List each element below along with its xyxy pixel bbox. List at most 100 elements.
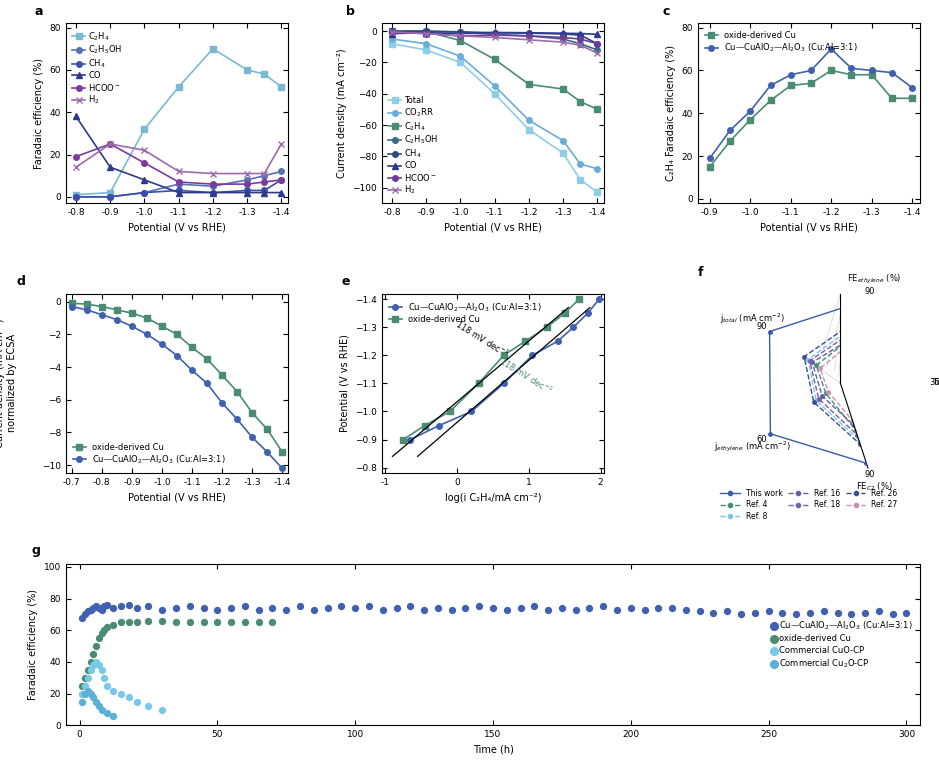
Cu—CuAlO$_2$—Al$_2$O$_3$ (Cu:Al=3:1) [66,302,77,311]
oxide-derived Cu [574,294,585,303]
oxide-derived Cu [196,616,211,629]
Cu—CuAlO$_2$—Al$_2$O$_3$ (Cu:Al=3:1) [238,600,253,612]
Cu—CuAlO$_2$—Al$_2$O$_3$ (Cu:Al=3:1) [334,600,349,612]
Cu—CuAlO$_2$—Al$_2$O$_3$ (Cu:Al=3:1) [500,604,515,616]
C$_2$H$_5$OH [258,171,269,180]
HCOO$^-$ [104,140,115,149]
Y-axis label: Faradaic efficiency (%): Faradaic efficiency (%) [34,58,44,168]
C$_2$H$_5$OH [104,192,115,201]
Cu—CuAlO$_2$—Al$_2$O$_3$ (Cu:Al=3:1) [141,330,152,339]
Commercial CuO-CP [80,672,95,684]
Cu—CuAlO$_2$—Al$_2$O$_3$ (Cu:Al=3:1) [623,602,639,615]
Cu—CuAlO$_2$—Al$_2$O$_3$ (Cu:Al=3:1) [806,66,817,75]
Cu—CuAlO$_2$—Al$_2$O$_3$ (Cu:Al=3:1) [568,604,583,616]
Cu—CuAlO$_2$—Al$_2$O$_3$ (Cu:Al=3:1) [251,604,266,616]
Cu—CuAlO$_2$—Al$_2$O$_3$ (Cu:Al=3:1) [866,66,877,75]
Cu—CuAlO$_2$—Al$_2$O$_3$ (Cu:Al=3:1) [155,604,170,616]
Line: oxide-derived Cu: oxide-derived Cu [69,300,285,455]
Cu—CuAlO$_2$—Al$_2$O$_3$ (Cu:Al=3:1) [83,604,98,616]
Line: Total: Total [389,41,600,195]
Cu—CuAlO$_2$—Al$_2$O$_3$ (Cu:Al=3:1) [747,607,762,619]
CH$_4$ [421,27,432,36]
Commercial Cu$_2$O-CP [85,690,100,703]
Commercial Cu$_2$O-CP [94,704,109,716]
oxide-derived Cu [97,624,112,636]
C$_2$H$_5$OH [421,27,432,36]
H$_2$ [173,167,184,176]
Text: 60: 60 [757,435,767,444]
Cu—CuAlO$_2$—Al$_2$O$_3$ (Cu:Al=3:1) [485,602,500,615]
oxide-derived Cu [825,66,837,75]
oxide-derived Cu [785,81,796,90]
Commercial Cu$_2$O-CP [83,687,98,700]
Cu—CuAlO$_2$—Al$_2$O$_3$ (Cu:Al=3:1) [857,607,872,619]
Cu—CuAlO$_2$—Al$_2$O$_3$ (Cu:Al=3:1) [595,600,610,612]
oxide-derived Cu [155,615,170,627]
oxide-derived Cu [745,115,756,124]
Commercial CuO-CP [97,672,112,684]
Cu—CuAlO$_2$—Al$_2$O$_3$ (Cu:Al=3:1) [320,602,335,615]
Cu—CuAlO$_2$—Al$_2$O$_3$ (Cu:Al=3:1) [706,607,721,619]
HCOO$^-$ [575,34,586,44]
HCOO$^-$ [70,152,82,161]
oxide-derived Cu [78,672,93,684]
Legend: oxide-derived Cu, Cu—CuAlO$_2$—Al$_2$O$_3$ (Cu:Al=3:1): oxide-derived Cu, Cu—CuAlO$_2$—Al$_2$O$_… [69,439,229,469]
Cu—CuAlO$_2$—Al$_2$O$_3$ (Cu:Al=3:1) [582,602,597,615]
Cu—CuAlO$_2$—Al$_2$O$_3$ (Cu:Al=3:1) [187,366,198,375]
Cu—CuAlO$_2$—Al$_2$O$_3$ (Cu:Al=3:1) [91,602,106,615]
C$_2$H$_4$ [173,82,184,91]
CH$_4$ [173,186,184,195]
oxide-derived Cu [122,616,137,629]
Commercial Cu$_2$O-CP [105,710,120,722]
C$_2$H$_5$OH [558,34,569,44]
Cu—CuAlO$_2$—Al$_2$O$_3$ (Cu:Al=3:1) [209,604,224,616]
C$_2$H$_4$ [575,97,586,106]
Cu—CuAlO$_2$—Al$_2$O$_3$ (Cu:Al=3:1) [111,315,122,324]
CO [258,188,269,197]
H$_2$ [558,37,569,47]
Cu—CuAlO$_2$—Al$_2$O$_3$ (Cu:Al=3:1) [78,608,93,621]
Line: oxide-derived Cu: oxide-derived Cu [400,296,582,442]
C$_2$H$_4$ [454,36,466,45]
oxide-derived Cu [105,619,120,632]
Commercial CuO-CP [105,684,120,697]
Cu—CuAlO$_2$—Al$_2$O$_3$ (Cu:Al=3:1) [541,604,556,616]
Cu—CuAlO$_2$—Al$_2$O$_3$ (Cu:Al=3:1) [704,154,716,163]
Commercial CuO-CP [83,664,98,676]
Cu—CuAlO$_2$—Al$_2$O$_3$ (Cu:Al=3:1) [609,604,624,616]
Cu—CuAlO$_2$—Al$_2$O$_3$ (Cu:Al=3:1) [678,604,693,616]
Text: 118 mV dec$^{-1}$: 118 mV dec$^{-1}$ [497,354,554,396]
Commercial CuO-CP [91,659,106,672]
CO [276,188,287,197]
C$_2$H$_5$OH [276,167,287,176]
Cu—CuAlO$_2$—Al$_2$O$_3$ (Cu:Al=3:1) [775,607,790,619]
oxide-derived Cu [88,640,103,652]
Cu—CuAlO$_2$—Al$_2$O$_3$ (Cu:Al=3:1) [466,407,477,417]
oxide-derived Cu [906,94,917,103]
CH$_4$ [241,186,253,195]
CO$_2$RR [523,115,534,125]
Commercial Cu$_2$O-CP [88,695,103,707]
oxide-derived Cu [765,96,777,105]
CO [592,30,603,39]
oxide-derived Cu [262,424,273,434]
Cu—CuAlO$_2$—Al$_2$O$_3$ (Cu:Al=3:1) [75,612,90,624]
CO$_2$RR [386,34,397,44]
H$_2$ [489,33,500,42]
Legend: Total, CO$_2$RR, C$_2$H$_4$, C$_2$H$_5$OH, CH$_4$, CO, HCOO$^-$, H$_2$: Total, CO$_2$RR, C$_2$H$_4$, C$_2$H$_5$O… [386,94,441,199]
X-axis label: Time (h): Time (h) [472,745,514,755]
Line: C$_2$H$_4$: C$_2$H$_4$ [73,46,285,197]
Cu—CuAlO$_2$—Al$_2$O$_3$ (Cu:Al=3:1) [141,600,156,612]
Cu—CuAlO$_2$—Al$_2$O$_3$ (Cu:Al=3:1) [785,70,796,80]
Y-axis label: Current density (mA cm⁻²): Current density (mA cm⁻²) [336,48,346,178]
Cu—CuAlO$_2$—Al$_2$O$_3$ (Cu:Al=3:1) [81,305,92,314]
X-axis label: log(i C₂H₄/mA cm⁻²): log(i C₂H₄/mA cm⁻²) [445,493,541,502]
C$_2$H$_4$ [104,188,115,197]
oxide-derived Cu [75,679,90,692]
C$_2$H$_4$ [592,105,603,114]
oxide-derived Cu [83,656,98,668]
Cu—CuAlO$_2$—Al$_2$O$_3$ (Cu:Al=3:1) [202,379,213,388]
oxide-derived Cu [541,323,552,332]
Commercial CuO-CP [75,687,90,700]
CO [208,188,219,197]
